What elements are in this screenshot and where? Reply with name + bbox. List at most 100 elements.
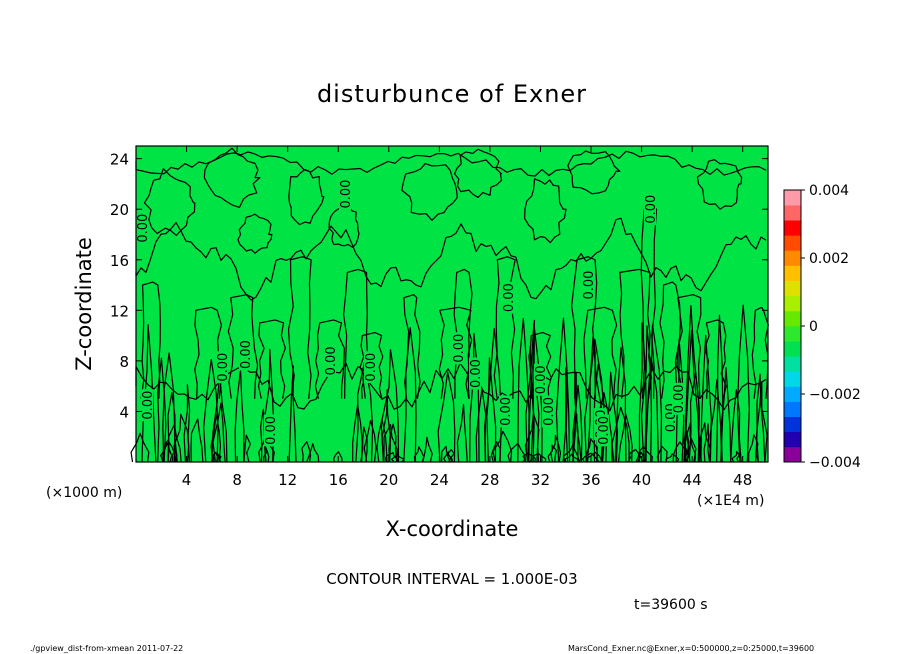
colorbar-cell — [784, 401, 801, 417]
contour-line — [173, 413, 190, 463]
contour-label: 0.00 — [324, 346, 339, 375]
z-tick-label: 16 — [110, 252, 129, 270]
x-tick-label: 48 — [733, 471, 752, 489]
contour-line — [306, 443, 320, 463]
contour-line — [571, 256, 598, 399]
z-axis-label: Z-coordinate — [72, 237, 96, 371]
contour-line — [572, 413, 582, 463]
x-tick-label: 44 — [683, 471, 702, 489]
colorbar-cell — [784, 235, 801, 251]
contour-line — [748, 434, 759, 463]
contour-label-bg — [452, 332, 464, 365]
contour-line — [360, 426, 368, 463]
contour-line — [665, 453, 680, 463]
contour-line — [572, 384, 583, 463]
contour-line — [522, 452, 537, 463]
colorbar-cell — [784, 416, 801, 433]
z-unit-label: (×1000 m) — [46, 485, 122, 501]
contour-line — [683, 305, 700, 463]
contour-line — [614, 346, 627, 463]
contour-line — [755, 373, 766, 463]
contour-line — [731, 450, 741, 463]
contour-line — [333, 451, 343, 463]
contour-label: 0.00 — [499, 397, 514, 426]
contour-label: 0.00 — [239, 340, 254, 369]
contour-label: 0.00 — [597, 416, 612, 445]
contour-line — [684, 329, 700, 463]
contour-line — [287, 256, 312, 399]
contour-line — [143, 168, 196, 236]
contour-line — [288, 168, 325, 226]
contour-line — [328, 205, 360, 248]
contour-line — [135, 150, 767, 177]
contour-line — [517, 317, 530, 463]
x-unit-label: (×1E4 m) — [697, 493, 764, 509]
contour-line — [736, 304, 750, 463]
contour-label: 0.00 — [644, 195, 659, 224]
colorbar-cells — [784, 190, 801, 463]
z-tick-label: 24 — [110, 151, 129, 169]
contour-line — [203, 147, 261, 209]
x-axis-label: X-coordinate — [386, 517, 519, 541]
footer-right: MarsCond_Exner.nc@Exner,x=0:500000,z=0:2… — [568, 644, 814, 653]
x-tick-label: 8 — [232, 471, 242, 489]
colorbar-tick-label: 0 — [809, 319, 818, 335]
contour-line — [343, 268, 369, 399]
contour-label-bg — [216, 351, 228, 384]
plot-area: 0.00 0.00 0.00 0.00 0.00 0.00 0.00 0.00 0.00 0.00… — [130, 145, 769, 463]
contour-line — [383, 424, 398, 463]
contour-line — [524, 178, 567, 244]
contour-label: 0.00 — [141, 391, 156, 420]
contour-line — [135, 362, 767, 412]
colorbar-cell — [784, 371, 801, 387]
colorbar-cell — [784, 250, 801, 266]
contour-line — [656, 445, 668, 463]
contour-line — [157, 357, 165, 463]
contour-line — [493, 256, 516, 399]
contour-label: 0.00 — [452, 334, 467, 363]
colorbar-cell — [784, 386, 801, 402]
colorbar-cell — [784, 341, 801, 357]
contour-line — [530, 319, 540, 463]
contour-line — [555, 317, 571, 463]
contour-line — [403, 294, 421, 399]
contour-label-bg — [136, 212, 148, 245]
contour-line — [413, 446, 425, 463]
colorbar-cell — [784, 310, 801, 327]
contour-line — [190, 418, 204, 463]
contour-line — [135, 217, 767, 301]
contour-label: 0.00 — [264, 416, 279, 445]
contour-line — [637, 451, 645, 463]
x-tick-label: 20 — [379, 471, 398, 489]
contour-line — [288, 365, 297, 463]
contour-line — [562, 367, 569, 463]
colorbar-cell — [784, 431, 801, 448]
contour-line — [359, 332, 384, 399]
contour-line — [160, 442, 173, 463]
contour-label: 0.00 — [582, 271, 597, 300]
contour-line — [547, 444, 557, 463]
contour-label-bg — [324, 344, 336, 377]
contour-line — [638, 322, 647, 463]
contour-line — [401, 162, 458, 221]
contour-line — [130, 432, 150, 463]
colorbar-tick-label: 0.004 — [809, 183, 849, 199]
contour-line — [243, 434, 251, 463]
contour-label-bg — [141, 389, 153, 422]
time-label: t=39600 s — [634, 597, 708, 613]
contour-line — [700, 334, 712, 463]
contour-label: 0.00 — [534, 365, 549, 394]
z-tick-label: 20 — [110, 201, 129, 219]
z-tick-label: 4 — [119, 403, 129, 421]
contour-line — [437, 371, 456, 463]
contour-line — [640, 325, 653, 463]
contour-line — [403, 327, 417, 463]
contour-line — [682, 430, 691, 463]
contour-label-bg — [264, 414, 276, 447]
contour-line — [237, 213, 273, 254]
contour-label-bg — [469, 357, 481, 390]
contour-label-bg — [542, 395, 554, 428]
contour-label: 0.00 — [364, 353, 379, 382]
contour-label-bg — [499, 395, 511, 428]
